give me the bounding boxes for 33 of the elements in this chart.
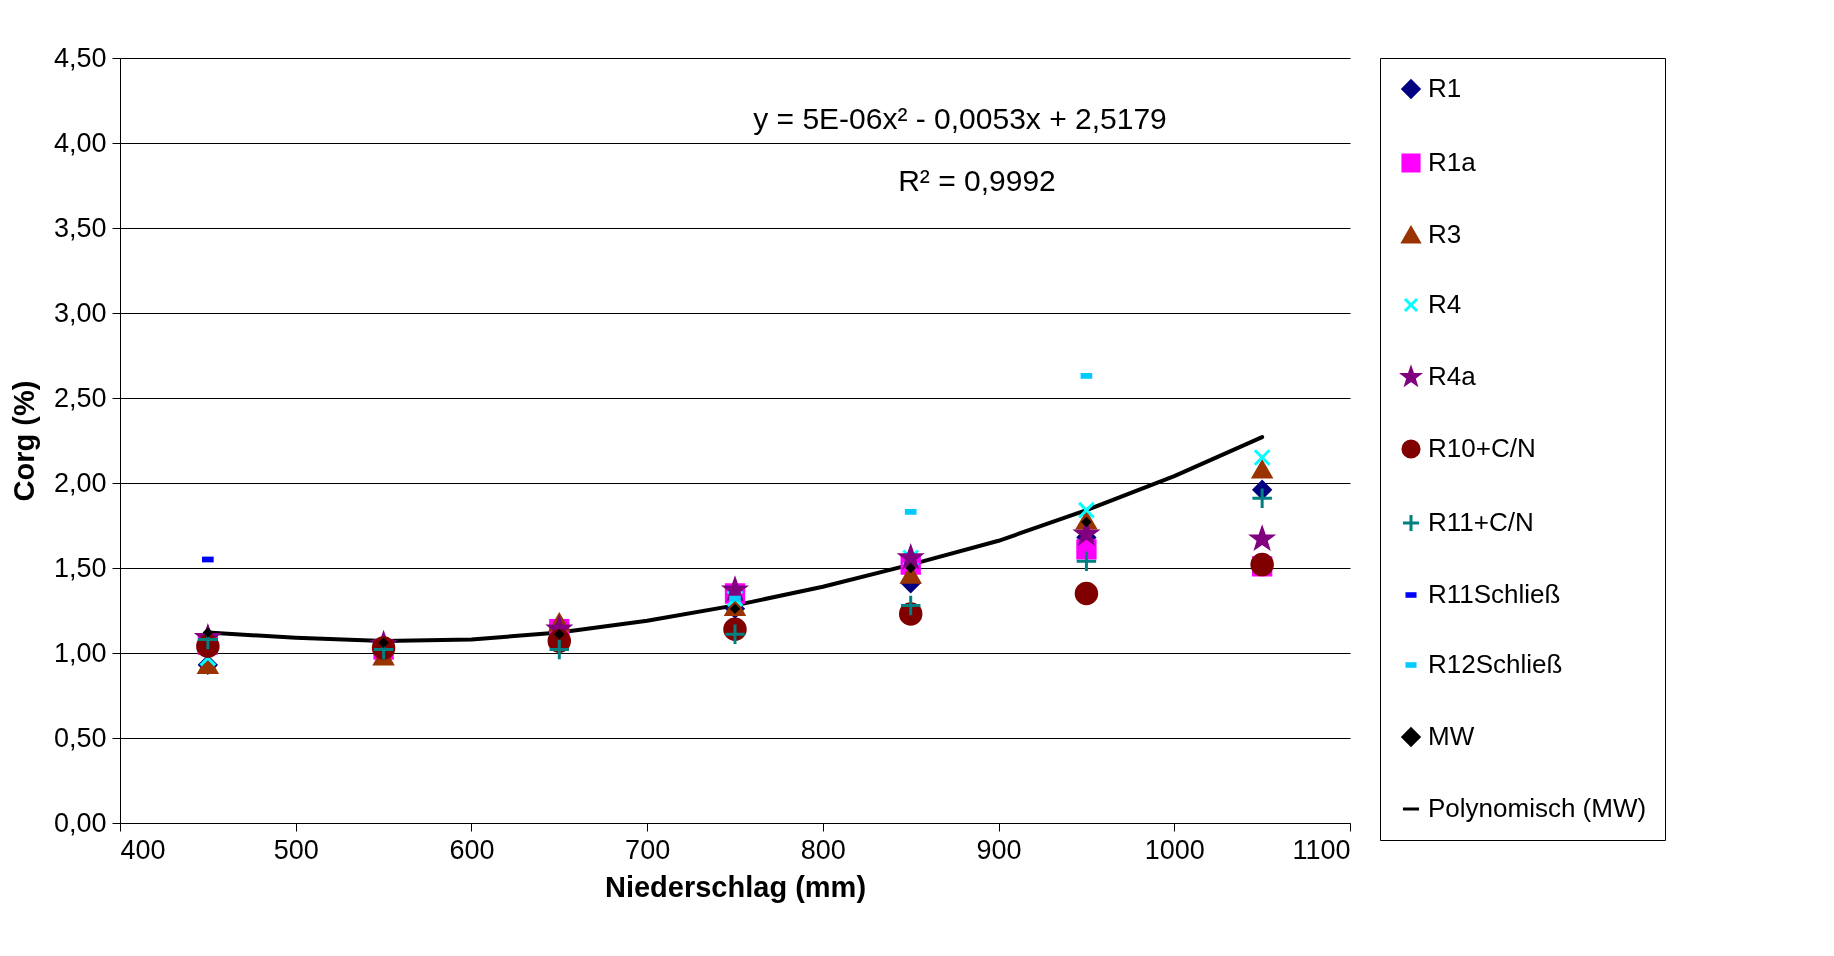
x-axis-title: Niederschlag (mm)	[604, 870, 867, 903]
legend-label: R11Schließ	[1428, 579, 1561, 609]
legend-label: R1	[1428, 73, 1462, 103]
legend-label: R1a	[1428, 147, 1477, 177]
legend-label: MW	[1428, 721, 1475, 751]
y-tick-label: 1,00	[53, 637, 107, 668]
legend-label: R4a	[1428, 361, 1477, 391]
legend-label: R3	[1428, 219, 1462, 249]
annotation: y = 5E-06x² - 0,0053x + 2,5179	[753, 102, 1167, 135]
y-tick-label: 3,00	[53, 297, 107, 328]
x-tick-label: 900	[976, 834, 1022, 865]
x-tick-label: 1000	[1144, 834, 1205, 865]
legend-label: R11+C/N	[1428, 507, 1534, 537]
annotation: R² = 0,9992	[898, 164, 1056, 197]
x-tick-label: 500	[273, 834, 319, 865]
legend-label: Polynomisch (MW)	[1428, 793, 1647, 823]
x-tick-label: 400	[120, 834, 166, 865]
x-tick-label: 700	[625, 834, 671, 865]
y-tick-label: 4,00	[53, 127, 107, 158]
y-tick-label: 4,50	[53, 42, 107, 73]
y-axis-title: Corg (%)	[7, 380, 40, 502]
legend-label: R10+C/N	[1428, 433, 1536, 463]
y-tick-label: 0,00	[53, 807, 107, 838]
y-tick-label: 2,50	[53, 382, 107, 413]
legend-label: R4	[1428, 289, 1462, 319]
y-tick-label: 1,50	[53, 552, 107, 583]
x-tick-label: 600	[449, 834, 495, 865]
x-tick-label: 800	[800, 834, 846, 865]
y-tick-label: 2,00	[53, 467, 107, 498]
y-tick-label: 3,50	[53, 212, 107, 243]
legend-label: R12Schließ	[1428, 649, 1563, 679]
y-tick-label: 0,50	[53, 722, 107, 753]
x-tick-label: 1100	[1292, 834, 1351, 865]
